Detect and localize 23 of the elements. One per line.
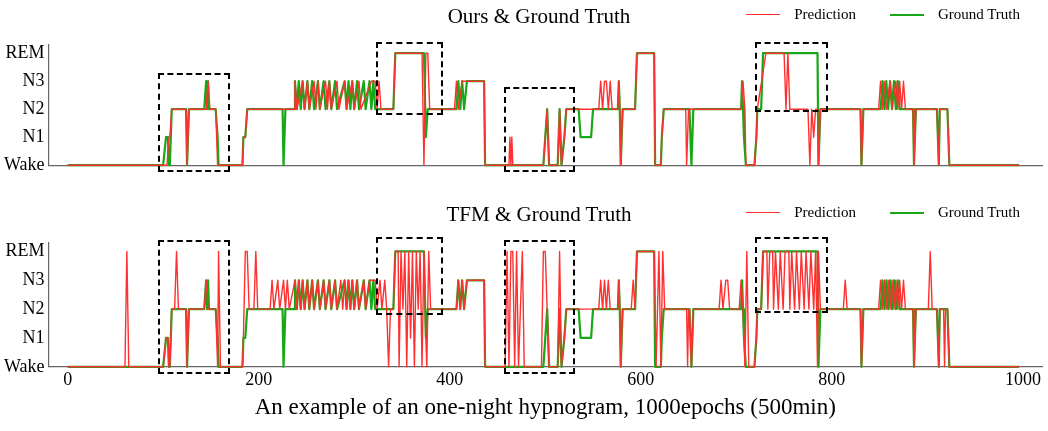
x-tick-label: 1000 <box>1004 369 1041 390</box>
x-tick-label: 400 <box>436 369 464 390</box>
legend-label: Ground Truth <box>937 6 1020 23</box>
category-label: REM <box>5 240 45 261</box>
x-tick-label: 600 <box>627 369 655 390</box>
chart-title: TFM & Ground Truth <box>446 202 632 226</box>
legend-label: Prediction <box>794 204 856 221</box>
x-tick-label: 800 <box>818 369 846 390</box>
category-label: N2 <box>22 297 45 318</box>
category-label: Wake <box>4 153 45 174</box>
category-label: REM <box>5 41 45 62</box>
category-label: N1 <box>22 326 45 347</box>
category-label: N3 <box>22 69 45 90</box>
x-axis-title: An example of an one-night hypnogram, 1000epochs (500min) <box>254 394 836 420</box>
category-label: N2 <box>22 97 45 118</box>
chart-title: Ours & Ground Truth <box>447 4 631 28</box>
category-label: N1 <box>22 125 45 146</box>
category-label: N3 <box>22 269 45 290</box>
x-tick-label: 0 <box>63 369 73 390</box>
x-tick-label: 200 <box>245 369 273 390</box>
legend-label: Prediction <box>794 6 856 23</box>
legend-label: Ground Truth <box>937 204 1020 221</box>
category-label: Wake <box>4 355 45 376</box>
